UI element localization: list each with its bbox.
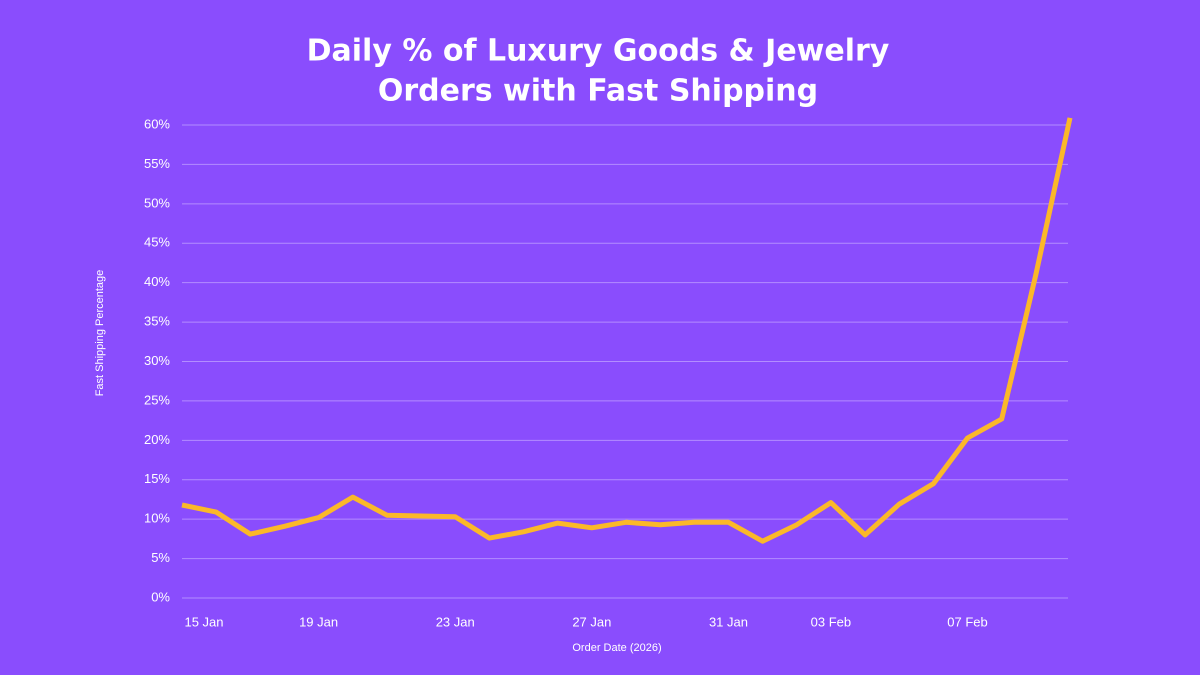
y-tick-label: 25% bbox=[144, 392, 170, 407]
x-tick-label: 19 Jan bbox=[299, 614, 338, 629]
y-tick-label: 40% bbox=[144, 274, 170, 289]
y-tick-label: 5% bbox=[151, 550, 170, 565]
y-tick-label: 10% bbox=[144, 511, 170, 526]
y-tick-label: 30% bbox=[144, 353, 170, 368]
y-tick-label: 35% bbox=[144, 314, 170, 329]
y-axis-label: Fast Shipping Percentage bbox=[94, 270, 106, 397]
chart-title: Orders with Fast Shipping bbox=[378, 74, 818, 109]
x-tick-label: 31 Jan bbox=[709, 614, 748, 629]
y-tick-label: 60% bbox=[144, 116, 170, 131]
x-tick-label: 07 Feb bbox=[947, 614, 987, 629]
y-tick-label: 0% bbox=[151, 589, 170, 604]
x-tick-label: 23 Jan bbox=[436, 614, 475, 629]
y-tick-label: 20% bbox=[144, 432, 170, 447]
y-tick-label: 55% bbox=[144, 156, 170, 171]
chart-title: Daily % of Luxury Goods & Jewelry bbox=[307, 34, 890, 69]
y-tick-label: 15% bbox=[144, 471, 170, 486]
y-tick-label: 45% bbox=[144, 235, 170, 250]
data-line bbox=[181, 117, 1073, 544]
x-tick-label: 27 Jan bbox=[572, 614, 611, 629]
x-tick-label: 15 Jan bbox=[184, 614, 223, 629]
x-axis-label: Order Date (2026) bbox=[572, 642, 661, 654]
y-tick-label: 50% bbox=[144, 195, 170, 210]
x-tick-label: 03 Feb bbox=[811, 614, 851, 629]
